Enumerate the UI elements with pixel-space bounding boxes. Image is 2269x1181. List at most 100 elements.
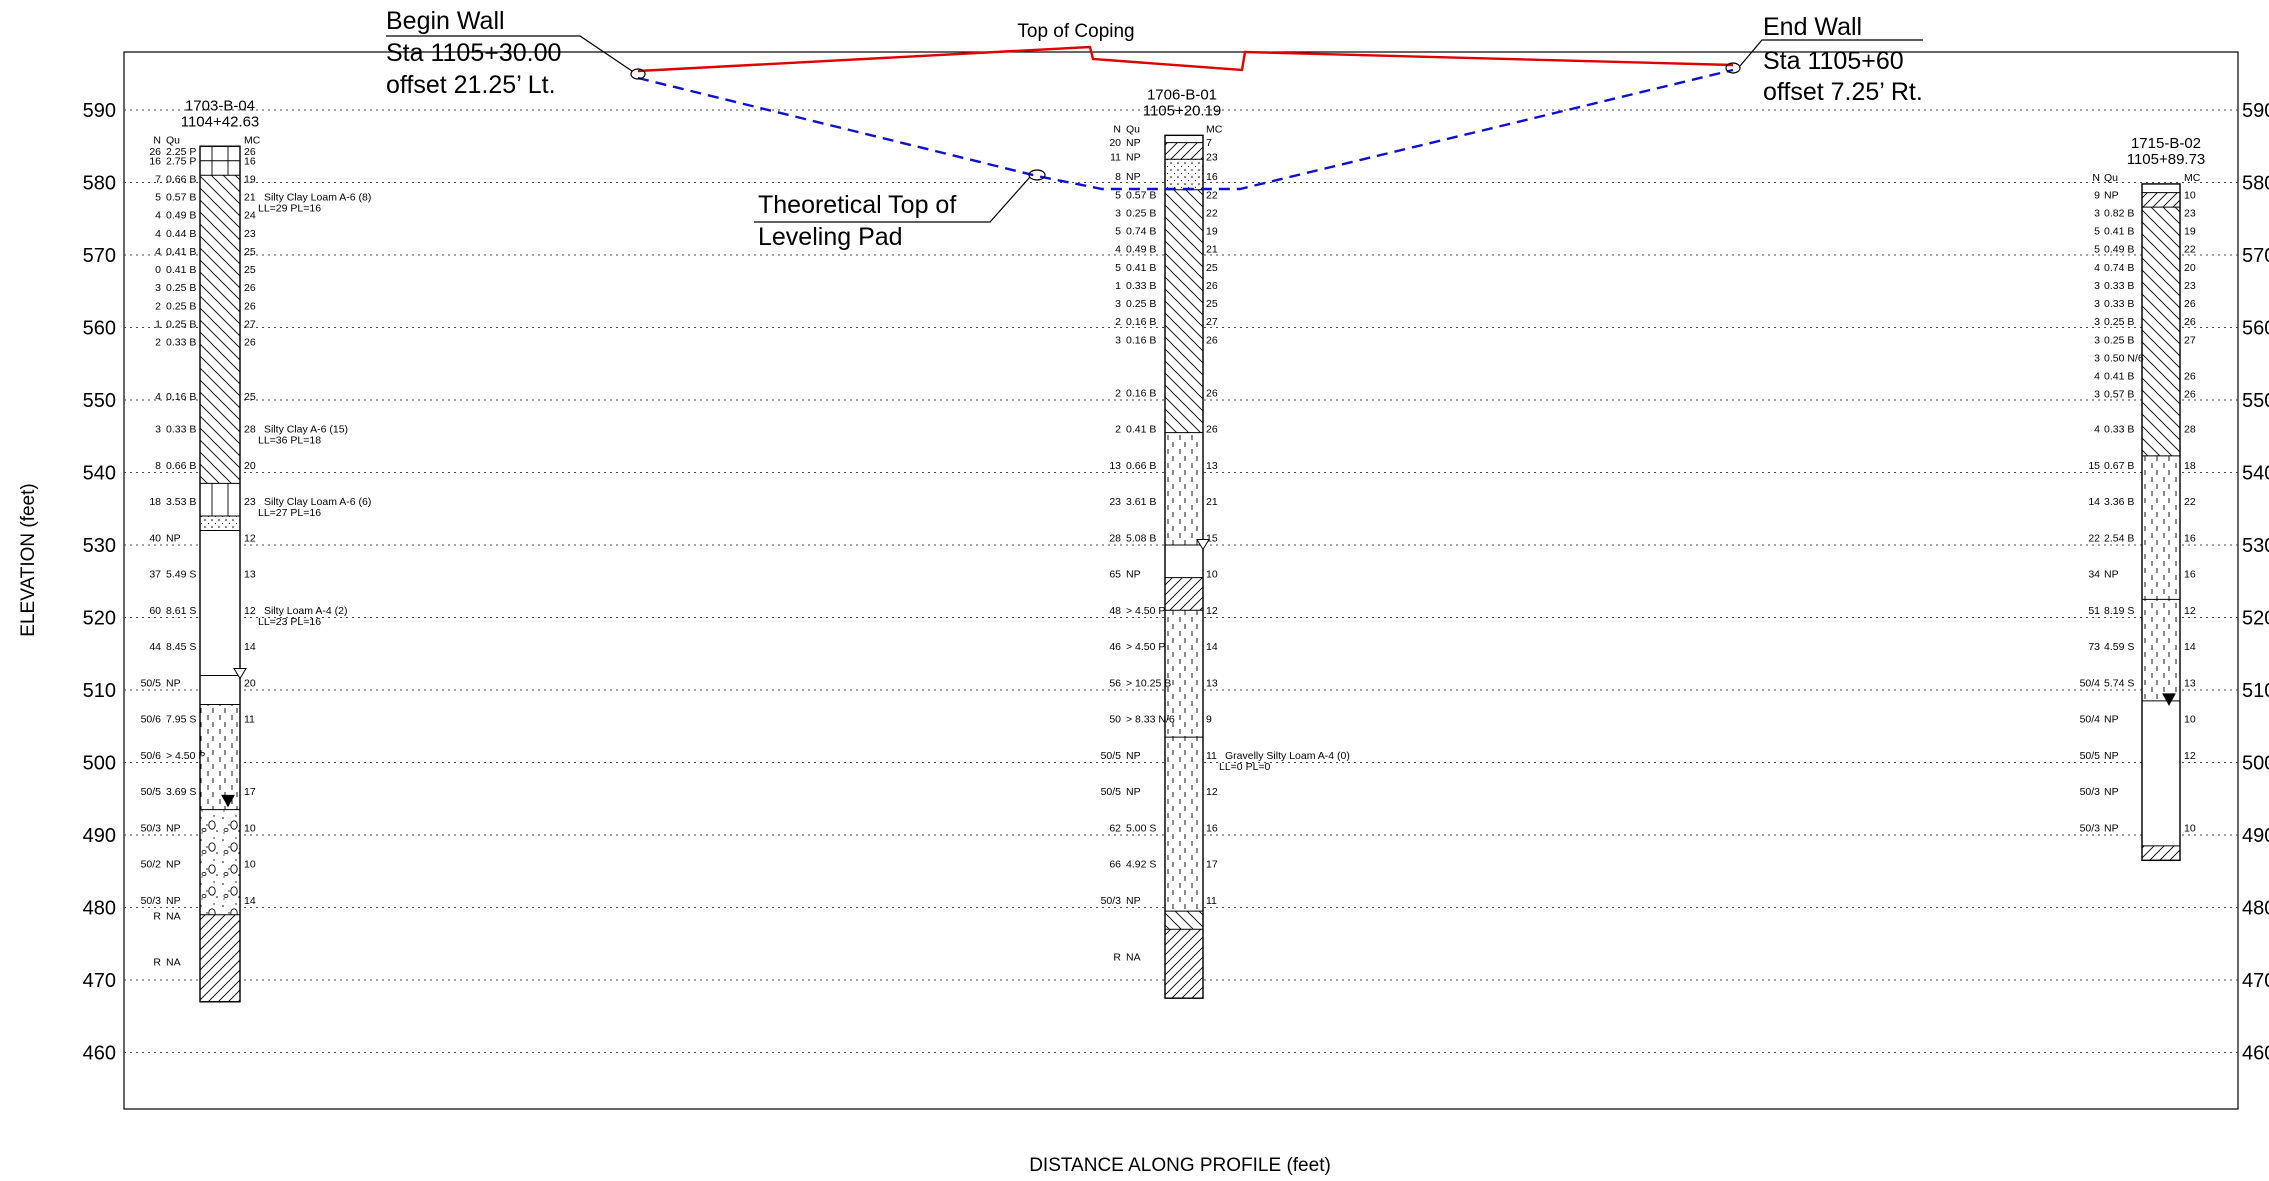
moisture-content: 10 xyxy=(1206,569,1218,581)
x-axis-label: DISTANCE ALONG PROFILE (feet) xyxy=(1029,1155,1331,1176)
blow-count: 73 xyxy=(2088,641,2100,653)
moisture-content: 12 xyxy=(1206,786,1218,798)
moisture-content: 14 xyxy=(2184,641,2196,653)
unconfined-strength: NP xyxy=(1126,569,1141,581)
top-of-coping-label: Top of Coping xyxy=(1017,21,1134,42)
moisture-content: 28 xyxy=(244,424,256,436)
unconfined-strength: 0.74 B xyxy=(1126,226,1156,238)
moisture-content: 19 xyxy=(244,173,256,185)
boring-id: 1703-B-04 xyxy=(185,97,255,114)
moisture-content: 23 xyxy=(2184,280,2196,292)
blow-count: 50/3 xyxy=(141,895,162,907)
unconfined-strength: > 4.50 P xyxy=(1126,641,1165,653)
moisture-content: 25 xyxy=(244,264,256,276)
moisture-content: 11 xyxy=(1206,895,1217,907)
blow-count: 5 xyxy=(155,192,161,204)
moisture-content: 26 xyxy=(2184,389,2196,401)
soil-classification: Silty Clay Loam A-6 (6) xyxy=(264,496,371,508)
moisture-content: 20 xyxy=(244,460,256,472)
y-tick-label-right: 570 xyxy=(2242,245,2269,267)
y-tick-label-left: 480 xyxy=(83,898,116,920)
blow-count: 34 xyxy=(2088,569,2100,581)
column-header-mc: MC xyxy=(2184,172,2201,184)
boring-id: 1706-B-01 xyxy=(1147,86,1217,103)
unconfined-strength: 0.82 B xyxy=(2104,207,2134,219)
moisture-content: 28 xyxy=(2184,424,2196,436)
moisture-content: 27 xyxy=(1206,316,1218,328)
leveling-pad-label-line2: Leveling Pad xyxy=(758,223,903,251)
unconfined-strength: 0.25 B xyxy=(166,300,196,312)
moisture-content: 24 xyxy=(244,210,256,222)
unconfined-strength: 0.16 B xyxy=(1126,334,1156,346)
moisture-content: 13 xyxy=(244,569,256,581)
moisture-content: 26 xyxy=(244,337,256,349)
blow-count: 50/3 xyxy=(1101,895,1122,907)
atterberg-limits: LL=29 PL=16 xyxy=(258,203,321,215)
blow-count: 22 xyxy=(2088,532,2100,544)
blow-count: 4 xyxy=(155,210,161,222)
moisture-content: 22 xyxy=(2184,496,2196,508)
moisture-content: 10 xyxy=(244,859,256,871)
blow-count: 50/6 xyxy=(141,714,162,726)
soil-layer xyxy=(200,914,240,1002)
blow-count: 37 xyxy=(149,569,161,581)
boring-outline xyxy=(1164,134,1204,999)
unconfined-strength: 0.41 B xyxy=(2104,371,2134,383)
unconfined-strength: 0.16 B xyxy=(1126,387,1156,399)
unconfined-strength: 5.08 B xyxy=(1126,532,1156,544)
unconfined-strength: NP xyxy=(1126,137,1141,149)
unconfined-strength: 0.25 B xyxy=(166,282,196,294)
blow-count: 4 xyxy=(155,391,161,403)
blow-count: 48 xyxy=(1109,605,1121,617)
unconfined-strength: 0.41 B xyxy=(166,246,196,258)
y-tick-label-left: 540 xyxy=(83,463,116,485)
blow-count: 62 xyxy=(1109,822,1121,834)
water-level-open-icon xyxy=(1196,538,1210,551)
y-tick-label-left: 500 xyxy=(83,753,116,775)
moisture-content: 23 xyxy=(244,228,256,240)
y-tick-label-right: 470 xyxy=(2242,970,2269,992)
unconfined-strength: 0.57 B xyxy=(166,192,196,204)
blow-count: 51 xyxy=(2088,605,2100,617)
moisture-content: 26 xyxy=(1206,280,1218,292)
blow-count: 66 xyxy=(1109,859,1121,871)
blow-count: 1 xyxy=(1115,280,1121,292)
end-wall-marker xyxy=(1725,62,1741,74)
moisture-content: 10 xyxy=(244,822,256,834)
moisture-content: 22 xyxy=(2184,244,2196,256)
blow-count: 14 xyxy=(2088,496,2100,508)
y-tick-label-right: 550 xyxy=(2242,390,2269,412)
unconfined-strength: NP xyxy=(1126,171,1141,183)
blow-count: 5 xyxy=(2094,226,2100,238)
boring-station: 1105+20.19 xyxy=(1143,102,1222,119)
y-tick-label-right: 540 xyxy=(2242,463,2269,485)
blow-count: 16 xyxy=(149,155,161,167)
water-level-solid-icon xyxy=(221,794,235,808)
blow-count: 7 xyxy=(155,173,161,185)
y-axis-label: ELEVATION (feet) xyxy=(18,483,39,636)
blow-count: 50 xyxy=(1109,714,1121,726)
unconfined-strength: NP xyxy=(1126,750,1141,762)
column-header-qu: Qu xyxy=(166,134,180,146)
moisture-content: 27 xyxy=(244,318,256,330)
blow-count: R xyxy=(153,956,161,968)
blow-count: 50/2 xyxy=(141,859,162,871)
column-header-n: N xyxy=(153,134,161,146)
unconfined-strength: NA xyxy=(166,956,181,968)
blow-count: 2 xyxy=(155,300,161,312)
moisture-content: 18 xyxy=(2184,460,2196,472)
blow-count: 8 xyxy=(155,460,161,472)
blow-count: 5 xyxy=(2094,244,2100,256)
unconfined-strength: 7.95 S xyxy=(166,714,196,726)
unconfined-strength: 3.36 B xyxy=(2104,496,2134,508)
moisture-content: 16 xyxy=(1206,171,1218,183)
blow-count: 2 xyxy=(1115,316,1121,328)
unconfined-strength: NP xyxy=(2104,822,2119,834)
column-header-qu: Qu xyxy=(2104,172,2118,184)
unconfined-strength: 0.33 B xyxy=(2104,298,2134,310)
unconfined-strength: NP xyxy=(2104,750,2119,762)
moisture-content: 14 xyxy=(244,641,256,653)
soil-classification: Gravelly Silty Loam A-4 (0) xyxy=(1225,750,1350,762)
y-tick-label-right: 530 xyxy=(2242,535,2269,557)
moisture-content: 21 xyxy=(244,192,256,204)
